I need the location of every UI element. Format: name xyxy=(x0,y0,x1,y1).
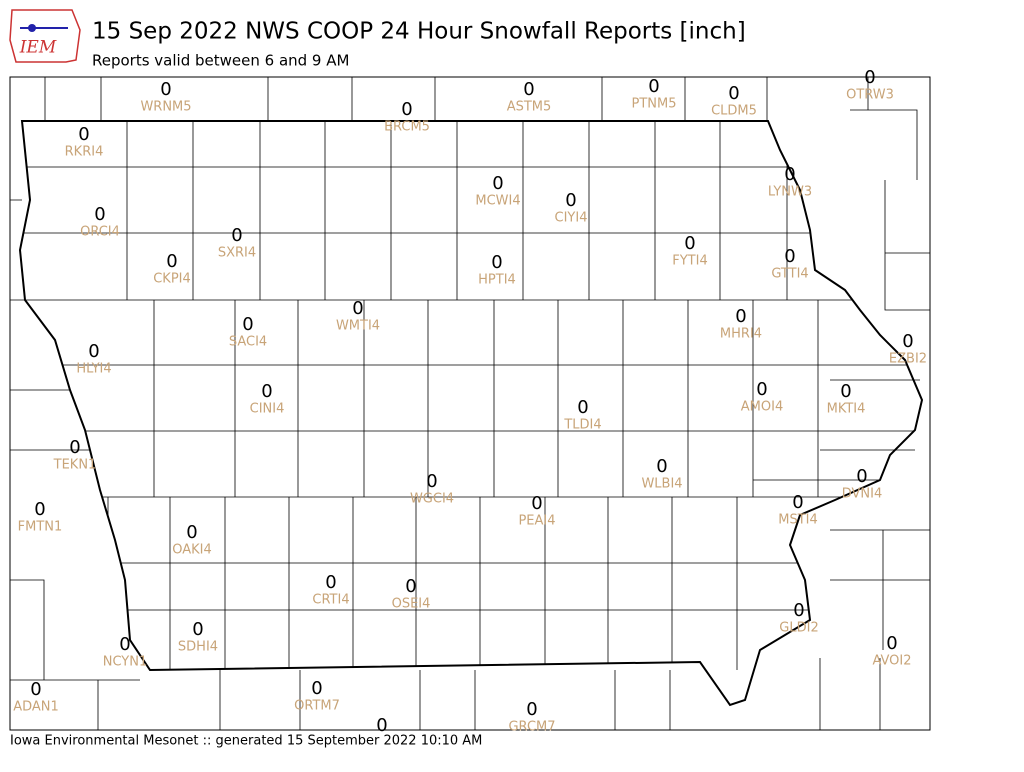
station-id: EZBI2 xyxy=(889,352,927,367)
station-id: CLDM5 xyxy=(711,104,757,119)
station-id: RKRI4 xyxy=(65,145,104,160)
station-id: HLYI4 xyxy=(76,362,111,377)
station-value: 0 xyxy=(531,493,542,514)
station-value: 0 xyxy=(186,522,197,543)
station-value: 0 xyxy=(160,79,171,100)
station-id: CINI4 xyxy=(250,402,285,417)
station-value: 0 xyxy=(261,381,272,402)
station-value: 0 xyxy=(192,619,203,640)
station-value: 0 xyxy=(902,331,913,352)
station-value: 0 xyxy=(311,678,322,699)
station-id: GRCM7 xyxy=(508,720,555,735)
station-id: GTTI4 xyxy=(771,267,808,282)
county-boundaries xyxy=(20,121,922,670)
station-id: WLBI4 xyxy=(641,477,682,492)
station-value: 0 xyxy=(94,204,105,225)
station-value: 0 xyxy=(792,492,803,513)
station-id: GLDI2 xyxy=(779,621,818,636)
station-value: 0 xyxy=(840,381,851,402)
station-id: TEKN1 xyxy=(53,458,97,473)
station-id: ASTM5 xyxy=(507,100,552,115)
station-value: 0 xyxy=(793,600,804,621)
footer: Iowa Environmental Mesonet :: generated … xyxy=(10,734,482,749)
station-id: OAKI4 xyxy=(172,543,212,558)
station-value: 0 xyxy=(735,306,746,327)
station-id: SXRI4 xyxy=(218,246,256,261)
station-id: LYNW3 xyxy=(768,185,812,200)
station-value: 0 xyxy=(523,79,534,100)
station-value: 0 xyxy=(405,576,416,597)
station-id: ADAN1 xyxy=(13,700,59,715)
station-id: WGCI4 xyxy=(410,492,454,507)
neighbor-boundaries xyxy=(10,77,930,730)
subtitle: Reports valid between 6 and 9 AM xyxy=(92,52,349,70)
station-value: 0 xyxy=(728,83,739,104)
station-id: MCWI4 xyxy=(475,194,520,209)
station-id: TLDI4 xyxy=(563,418,601,433)
station-id: SACI4 xyxy=(229,335,267,350)
station-value: 0 xyxy=(78,124,89,145)
station-value: 0 xyxy=(577,397,588,418)
station-id: HPTI4 xyxy=(478,273,516,288)
station-id: AMOI4 xyxy=(741,400,783,415)
station-id: CRTI4 xyxy=(312,593,349,608)
station-id: MSTI4 xyxy=(778,513,818,528)
map-frame xyxy=(9,76,931,731)
station-value: 0 xyxy=(119,634,130,655)
station-id: ORCI4 xyxy=(80,225,120,240)
station-id: MHRI4 xyxy=(720,327,762,342)
station-value: 0 xyxy=(34,499,45,520)
station-value: 0 xyxy=(684,233,695,254)
station-id: ORTM7 xyxy=(294,699,340,714)
station-id: WRNM5 xyxy=(140,100,191,115)
station-value: 0 xyxy=(784,246,795,267)
station-id: AVOI2 xyxy=(872,654,911,669)
station-value: 0 xyxy=(648,76,659,97)
station-value: 0 xyxy=(526,699,537,720)
station-value: 0 xyxy=(886,633,897,654)
logo: IEM xyxy=(9,9,81,63)
station-value: 0 xyxy=(69,437,80,458)
station-value: 0 xyxy=(231,225,242,246)
station-id: CIYI4 xyxy=(555,211,588,226)
station-value: 0 xyxy=(656,456,667,477)
station-id: MKTI4 xyxy=(827,402,866,417)
station-value: 0 xyxy=(352,298,363,319)
station-id: CKPI4 xyxy=(153,272,191,287)
station-value: 0 xyxy=(756,379,767,400)
station-id: PEAI4 xyxy=(518,514,555,529)
station-value: 0 xyxy=(325,572,336,593)
station-id: OTRW3 xyxy=(846,88,894,103)
station-id: OSEI4 xyxy=(392,597,431,612)
station-id: FMTN1 xyxy=(18,520,63,535)
county-lines xyxy=(20,121,922,670)
station-value: 0 xyxy=(492,173,503,194)
station-value: 0 xyxy=(242,314,253,335)
station-id: PTNM5 xyxy=(632,97,677,112)
title: 15 Sep 2022 NWS COOP 24 Hour Snowfall Re… xyxy=(92,19,746,45)
station-value: 0 xyxy=(864,67,875,88)
station-id: WMTI4 xyxy=(336,319,380,334)
station-id: NCYN1 xyxy=(103,655,148,670)
station-value: 0 xyxy=(491,252,502,273)
station-value: 0 xyxy=(401,99,412,120)
station-id: DVNI4 xyxy=(842,487,883,502)
station-value: 0 xyxy=(166,251,177,272)
logo-text: IEM xyxy=(19,38,57,58)
station-id: BRCM5 xyxy=(384,120,430,135)
station-value: 0 xyxy=(856,466,867,487)
station-value: 0 xyxy=(376,715,387,736)
station-id: FYTI4 xyxy=(672,254,707,269)
station-value: 0 xyxy=(88,341,99,362)
station-value: 0 xyxy=(784,164,795,185)
station-value: 0 xyxy=(426,471,437,492)
station-value: 0 xyxy=(30,679,41,700)
station-value: 0 xyxy=(565,190,576,211)
station-id: SDHI4 xyxy=(178,640,218,655)
